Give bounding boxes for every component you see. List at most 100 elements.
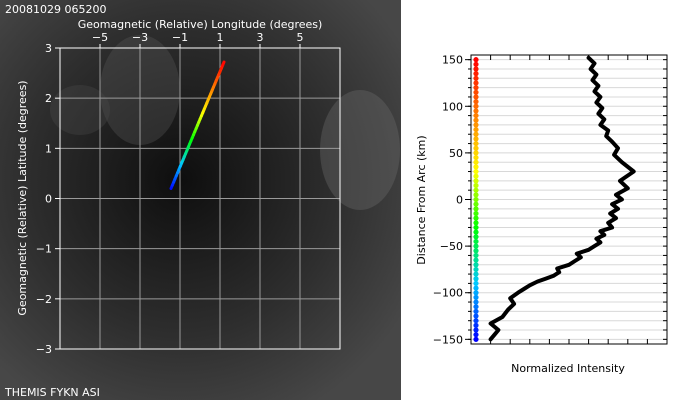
x-tick-label: −5 bbox=[92, 31, 108, 44]
colorbar-dot bbox=[473, 318, 479, 324]
colorbar-dot bbox=[473, 210, 479, 217]
y-tick-label: 50 bbox=[449, 147, 463, 160]
colorbar-dot bbox=[473, 112, 479, 119]
colorbar-dot bbox=[473, 89, 479, 95]
colorbar-dot bbox=[473, 154, 479, 161]
colorbar-dot bbox=[473, 131, 479, 137]
colorbar-dot bbox=[473, 61, 479, 67]
intensity-profile-line bbox=[488, 55, 636, 342]
plot-grid bbox=[471, 59, 667, 340]
y-tick-label: −50 bbox=[440, 240, 463, 253]
colorbar-dot bbox=[473, 173, 479, 179]
colorbar-dot bbox=[473, 304, 479, 310]
timestamp-label: 20081029 065200 bbox=[5, 3, 106, 16]
colorbar-dot bbox=[473, 192, 479, 198]
colorbar-dot bbox=[473, 252, 479, 259]
colorbar-dot bbox=[473, 159, 479, 165]
instrument-label: THEMIS FYKN ASI bbox=[4, 386, 100, 399]
colorbar-dot bbox=[473, 206, 479, 212]
colorbar-dot bbox=[473, 285, 479, 291]
y-tick-label: 0 bbox=[45, 193, 52, 206]
sky-background bbox=[0, 0, 401, 400]
y-tick-label: −1 bbox=[36, 243, 52, 256]
colorbar-dot bbox=[473, 103, 479, 109]
colorbar-dot bbox=[473, 271, 479, 277]
colorbar-dot bbox=[473, 313, 479, 319]
colorbar-dot bbox=[473, 164, 479, 170]
colorbar-dot bbox=[473, 215, 479, 221]
y-tick-label: −150 bbox=[433, 333, 463, 346]
colorbar-dot bbox=[473, 201, 479, 207]
colorbar-dot bbox=[473, 187, 479, 193]
y-axis-title: Geomagnetic (Relative) Latitude (degrees… bbox=[16, 80, 29, 315]
colorbar-dot bbox=[473, 71, 479, 77]
colorbar-dot bbox=[473, 126, 479, 133]
colorbar-dot bbox=[473, 229, 479, 235]
y-tick-label: 150 bbox=[442, 54, 463, 67]
colorbar-dot bbox=[473, 262, 479, 268]
y-tick-label: 0 bbox=[456, 194, 463, 207]
colorbar-dot bbox=[473, 238, 479, 245]
y-tick-label: 2 bbox=[45, 92, 52, 105]
colorbar-dot bbox=[473, 117, 479, 123]
colorbar-dot bbox=[473, 150, 479, 156]
colorbar-dot bbox=[473, 266, 479, 273]
colorbar-dot bbox=[473, 178, 479, 184]
colorbar-dot bbox=[473, 220, 479, 226]
y-tick-label: 3 bbox=[45, 42, 52, 55]
x-tick-label: 3 bbox=[257, 31, 264, 44]
axis-ticks: −5 −3 −1 1 3 5 −3 −2 −1 0 1 2 3 bbox=[36, 31, 304, 356]
colorbar-dot bbox=[473, 234, 479, 240]
colorbar-dot bbox=[473, 196, 479, 203]
x-tick-label: −3 bbox=[132, 31, 148, 44]
colorbar-dot bbox=[473, 136, 479, 142]
colorbar-dot bbox=[473, 294, 479, 300]
y-tick-label: −3 bbox=[36, 343, 52, 356]
colorbar-dot bbox=[473, 140, 479, 147]
cloud-glow bbox=[50, 85, 110, 135]
colorbar-dot bbox=[473, 224, 479, 231]
colorbar-dot bbox=[473, 80, 479, 86]
colorbar-dot bbox=[473, 280, 479, 287]
colorbar-dot bbox=[473, 336, 479, 342]
cloud-glow bbox=[320, 90, 400, 210]
colorbar-dot bbox=[473, 243, 479, 249]
colorbar-dot bbox=[473, 66, 479, 72]
colorbar-dot bbox=[473, 75, 479, 81]
colorbar-dot bbox=[473, 322, 479, 328]
allsky-chart: −5 −3 −1 1 3 5 −3 −2 −1 0 1 2 3 20081029 065200 Geom… bbox=[0, 0, 401, 400]
x-tick-label: 5 bbox=[297, 31, 304, 44]
allsky-image-panel: −5 −3 −1 1 3 5 −3 −2 −1 0 1 2 3 20081029 065200 Geom… bbox=[0, 0, 401, 400]
colorbar-dot bbox=[473, 145, 479, 151]
colorbar-dot bbox=[473, 299, 479, 305]
colorbar-dot bbox=[473, 276, 479, 282]
plot-grid bbox=[60, 48, 340, 349]
y-tick-label: −100 bbox=[433, 287, 463, 300]
colorbar-dot bbox=[473, 290, 479, 296]
colorbar-dot bbox=[473, 57, 479, 63]
colorbar-dot bbox=[473, 99, 479, 105]
colorbar-dot bbox=[473, 308, 479, 314]
colorbar-dot bbox=[473, 94, 479, 100]
distance-colorbar bbox=[473, 57, 479, 342]
intensity-chart: −150 −100 −50 0 50 100 150 Distance From Arc (… bbox=[415, 54, 668, 375]
colorbar-dot bbox=[473, 257, 479, 263]
x-tick-label: 1 bbox=[217, 31, 224, 44]
arc-segment bbox=[221, 60, 226, 67]
colorbar-dot bbox=[473, 332, 479, 338]
y-tick-label: 1 bbox=[45, 142, 52, 155]
axis-ticks: −150 −100 −50 0 50 100 150 bbox=[433, 54, 668, 346]
x-axis-title: Normalized Intensity bbox=[511, 362, 625, 375]
colorbar-dot bbox=[473, 327, 479, 333]
colorbar-dot bbox=[473, 85, 479, 91]
y-axis-title: Distance From Arc (km) bbox=[415, 135, 428, 264]
y-tick-label: −2 bbox=[36, 293, 52, 306]
y-tick-label: 100 bbox=[442, 100, 463, 113]
x-axis-title: Geomagnetic (Relative) Longitude (degree… bbox=[78, 18, 323, 31]
colorbar-dot bbox=[473, 168, 479, 175]
colorbar-dot bbox=[473, 108, 479, 114]
x-tick-label: −1 bbox=[172, 31, 188, 44]
colorbar-dot bbox=[473, 122, 479, 128]
arc-trace bbox=[169, 60, 226, 190]
colorbar-dot bbox=[473, 182, 479, 189]
